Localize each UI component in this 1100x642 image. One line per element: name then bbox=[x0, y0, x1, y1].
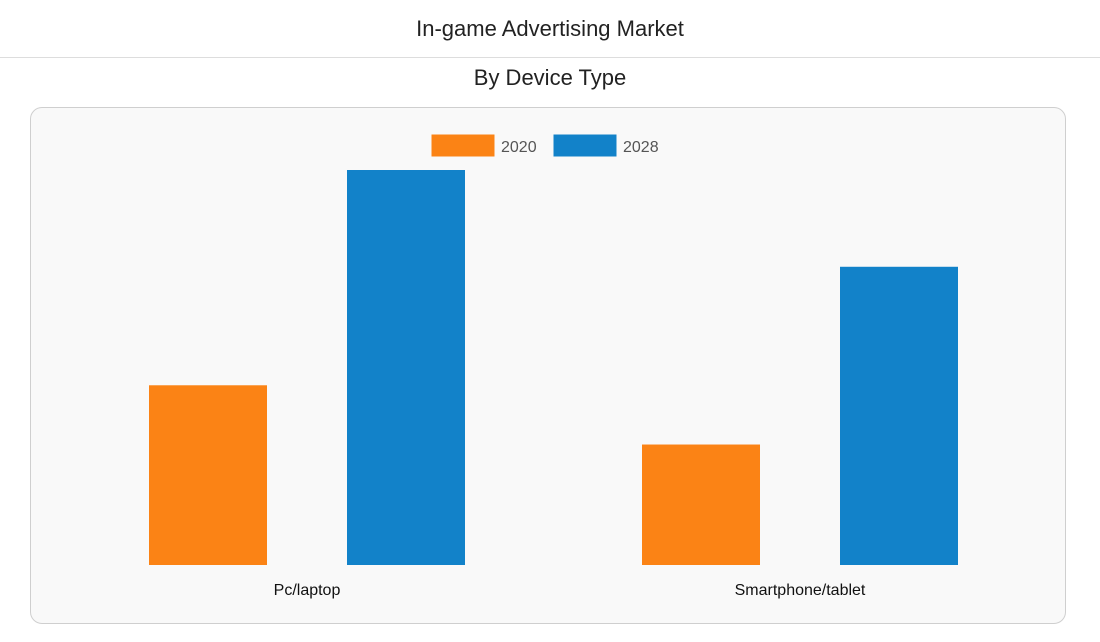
category-label-0: Pc/laptop bbox=[274, 582, 341, 599]
bar-smartphone-tablet-2028[interactable] bbox=[840, 266, 958, 565]
legend-label-2028[interactable]: 2028 bbox=[623, 139, 659, 156]
page-subtitle: By Device Type bbox=[473, 65, 627, 90]
legend-swatch-2020[interactable] bbox=[431, 134, 495, 157]
title-divider bbox=[0, 57, 1100, 58]
bar-pc-laptop-2020[interactable] bbox=[149, 385, 267, 565]
category-label-1: Smartphone/tablet bbox=[735, 582, 866, 599]
bar-pc-laptop-2028[interactable] bbox=[347, 170, 465, 565]
bar-smartphone-tablet-2020[interactable] bbox=[642, 444, 760, 565]
legend-swatch-2028[interactable] bbox=[553, 134, 617, 157]
legend-label-2020[interactable]: 2020 bbox=[501, 139, 537, 156]
page-title: In-game Advertising Market bbox=[416, 16, 684, 41]
